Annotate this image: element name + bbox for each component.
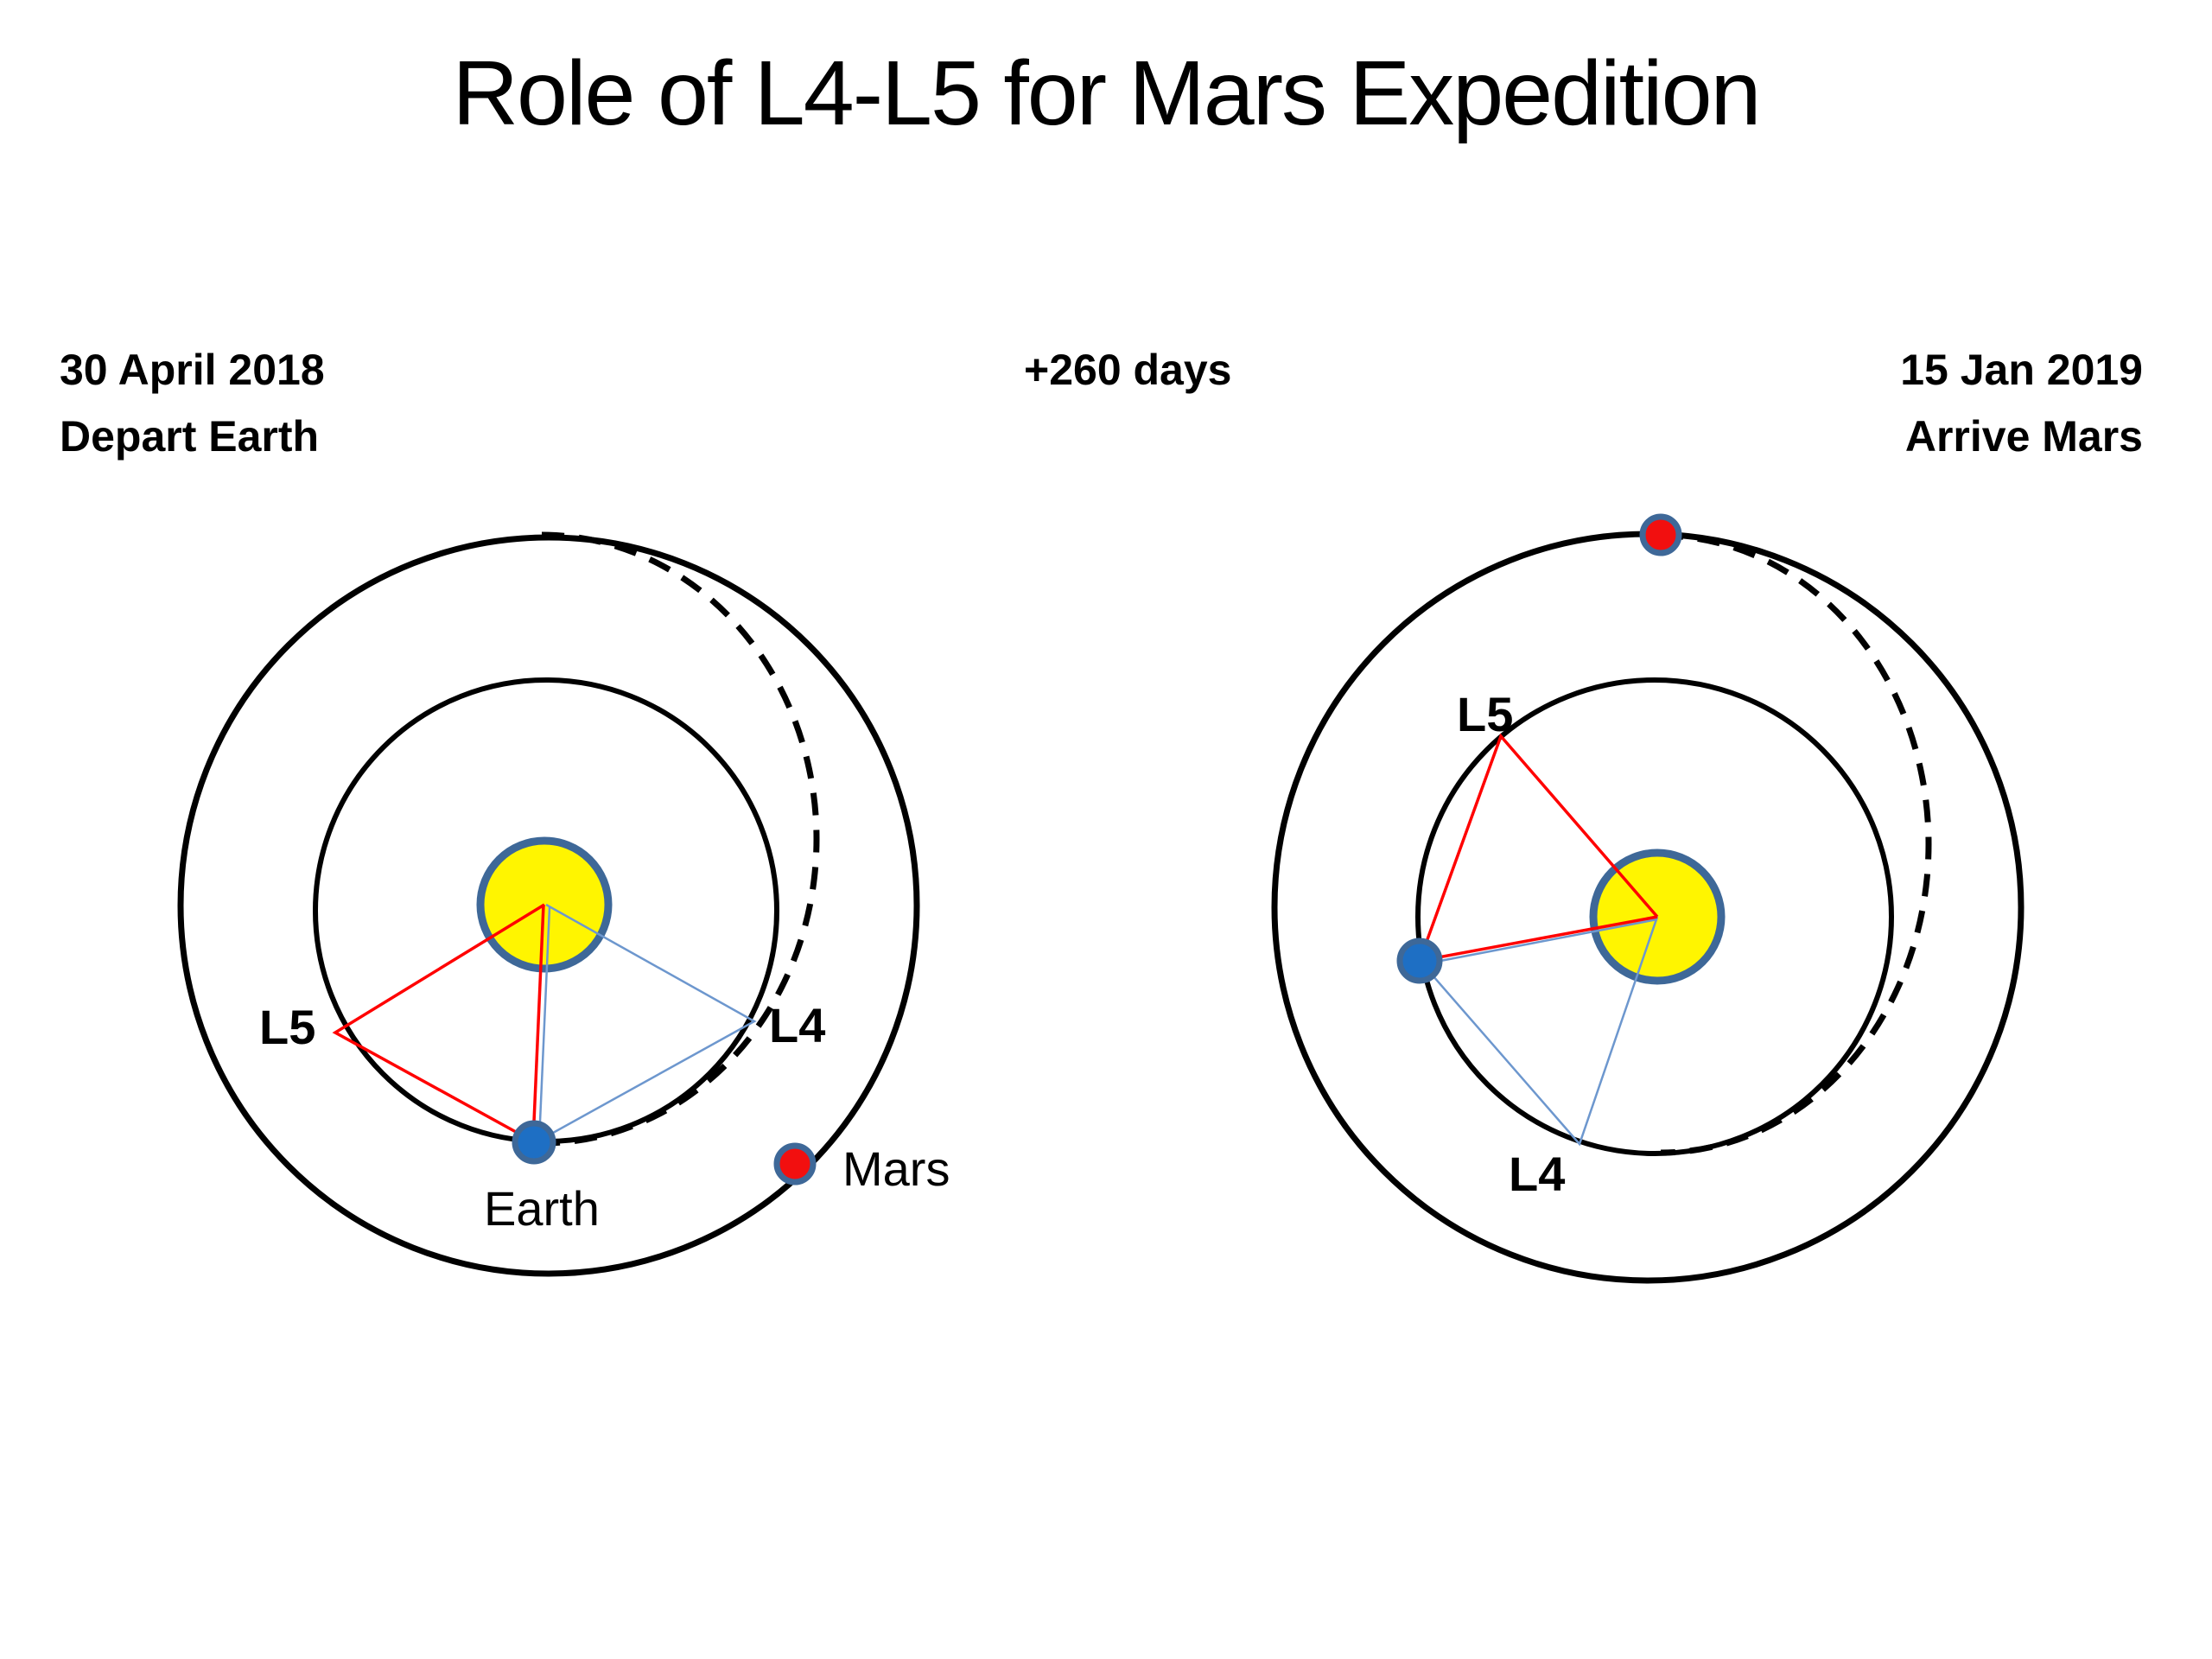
l5-triangle-sun-l5-earth-line — [1418, 733, 1659, 962]
l4-label: L4 — [1509, 1147, 1565, 1201]
l5-triangle-sun-earth-line — [1419, 915, 1658, 963]
l4-triangle-sun-earth-line — [1421, 918, 1658, 966]
l4-triangle-sun-l4-earth-line — [1421, 916, 1659, 1147]
slide-title: Role of L4-L5 for Mars Expedition — [452, 42, 1761, 144]
arrive-header: 15 Jan 2019 Arrive Mars — [1900, 337, 2143, 470]
transfer-orbit-dashed-arc — [541, 531, 820, 1147]
mars-marker — [773, 1142, 817, 1185]
l5-triangle-sun-l5-earth-line — [332, 903, 545, 1143]
l4-triangle-sun-earth-line — [537, 906, 551, 1142]
depart-header: 30 April 2018 Depart Earth — [60, 337, 325, 470]
mars-label: Mars — [842, 1141, 950, 1196]
l5-triangle-sun-earth-line — [531, 904, 545, 1142]
transfer-orbit-dashed-arc — [1660, 532, 1932, 1156]
orbit-diagram-departure: L5 L4 Earth Mars — [177, 531, 950, 1277]
mars-marker — [1639, 513, 1682, 556]
orbit-diagram-arrival: L5 L4 — [1271, 513, 2024, 1284]
arrive-event: Arrive Mars — [1904, 412, 2143, 461]
earth-orbit-circle — [1415, 677, 1894, 1156]
l5-triangle — [332, 903, 545, 1143]
l5-triangle — [1418, 733, 1659, 963]
earth-label: Earth — [484, 1181, 600, 1236]
l5-label: L5 — [1457, 687, 1513, 741]
l4-triangle — [537, 903, 757, 1143]
elapsed-days-label: +260 days — [1024, 346, 1232, 394]
l4-triangle-sun-l4-earth-line — [537, 903, 757, 1143]
depart-event: Depart Earth — [60, 412, 320, 461]
l5-label: L5 — [259, 1000, 315, 1054]
l4-label: L4 — [769, 998, 825, 1052]
earth-marker — [1396, 938, 1443, 984]
depart-date: 30 April 2018 — [60, 346, 325, 394]
earth-marker — [512, 1120, 556, 1165]
l4-triangle — [1421, 916, 1659, 1147]
arrive-date: 15 Jan 2019 — [1900, 346, 2143, 394]
